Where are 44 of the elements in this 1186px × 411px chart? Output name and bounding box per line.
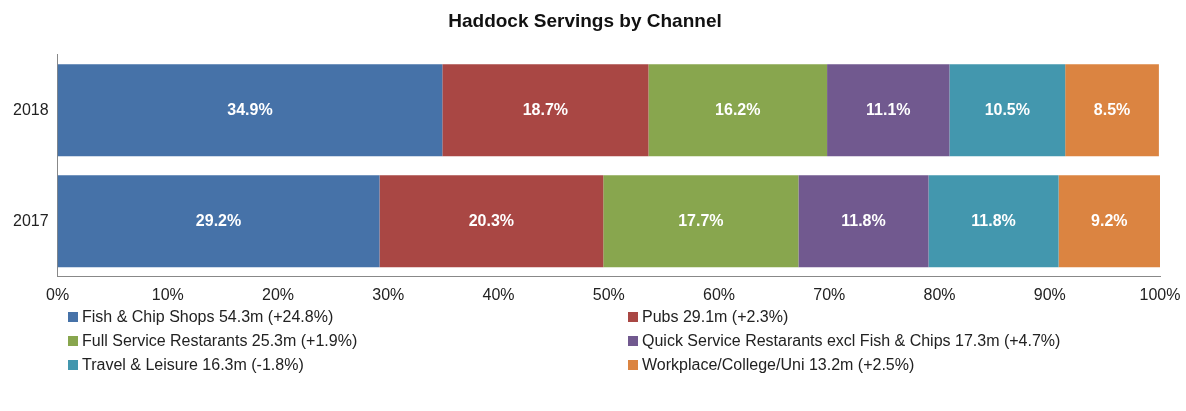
bar [1058, 175, 1160, 268]
bar [798, 175, 929, 268]
x-tick-label: 90% [1033, 285, 1066, 303]
bar [827, 64, 950, 157]
bar [648, 64, 828, 157]
bar [57, 175, 380, 268]
bar [1065, 64, 1159, 157]
x-tick-label: 0% [46, 285, 70, 303]
data-label: 18.7% [522, 100, 569, 118]
bar [949, 64, 1066, 157]
data-label: 10.5% [984, 100, 1030, 118]
chart-title: Haddock Servings by Channel [448, 9, 722, 31]
data-label: 11.8% [841, 211, 886, 229]
x-tick-label: 100% [1139, 285, 1181, 303]
x-tick-label: 10% [151, 285, 184, 303]
y-tick-label: 2018 [13, 100, 49, 118]
legend-label: Pubs 29.1m (+2.3%) [642, 308, 789, 326]
data-label: 20.3% [468, 211, 515, 229]
x-tick-label: 70% [813, 285, 846, 303]
bar [57, 64, 443, 157]
data-label: 11.8% [971, 211, 1016, 229]
legend-label: Quick Service Restarants excl Fish & Chips 17.3m (+4.7%) [642, 332, 1061, 350]
x-tick-label: 50% [592, 285, 625, 303]
x-tick-label: 30% [372, 285, 405, 303]
x-tick-label: 40% [482, 285, 515, 303]
data-label: 9.2% [1091, 211, 1128, 229]
legend-label: Full Service Restarants 25.3m (+1.9%) [82, 332, 358, 350]
x-tick-label: 60% [703, 285, 736, 303]
legend-label: Fish & Chip Shops 54.3m (+24.8%) [82, 308, 334, 326]
data-label: 11.1% [866, 100, 911, 118]
x-tick-label: 80% [923, 285, 956, 303]
data-label: 17.7% [678, 211, 724, 229]
bar [442, 64, 649, 157]
legend-label: Workplace/College/Uni 13.2m (+2.5%) [642, 356, 915, 374]
data-label: 29.2% [195, 211, 242, 229]
bar [379, 175, 604, 268]
data-label: 34.9% [227, 100, 273, 118]
bar [928, 175, 1059, 268]
data-label: 16.2% [715, 100, 761, 118]
data-label: 8.5% [1093, 100, 1131, 118]
legend-label: Travel & Leisure 16.3m (-1.8%) [82, 356, 304, 374]
bar [603, 175, 799, 268]
x-tick-label: 20% [262, 285, 295, 303]
y-tick-label: 2017 [13, 211, 49, 229]
